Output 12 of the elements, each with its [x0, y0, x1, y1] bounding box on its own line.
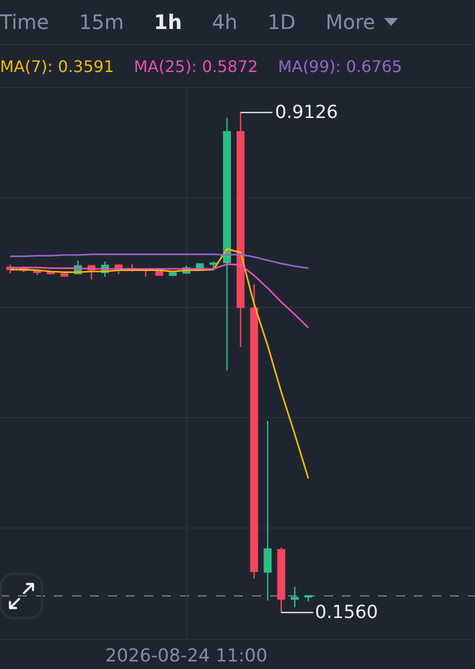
text: MA(25): 0.5872	[134, 56, 258, 76]
text: 1D	[267, 10, 296, 34]
text: MA(99): 0.6765	[278, 56, 402, 76]
annotation: 0.9126	[275, 102, 338, 123]
text: 15m	[78, 10, 124, 34]
text: 1h	[154, 10, 182, 34]
text: Time	[0, 10, 49, 34]
annotation: 0.1560	[315, 602, 378, 623]
text: MA(7): 0.3591	[0, 56, 114, 76]
text: 4h	[212, 10, 238, 34]
x-tick-label: 2026-08-24 11:00	[105, 646, 268, 667]
text: More	[326, 10, 376, 34]
